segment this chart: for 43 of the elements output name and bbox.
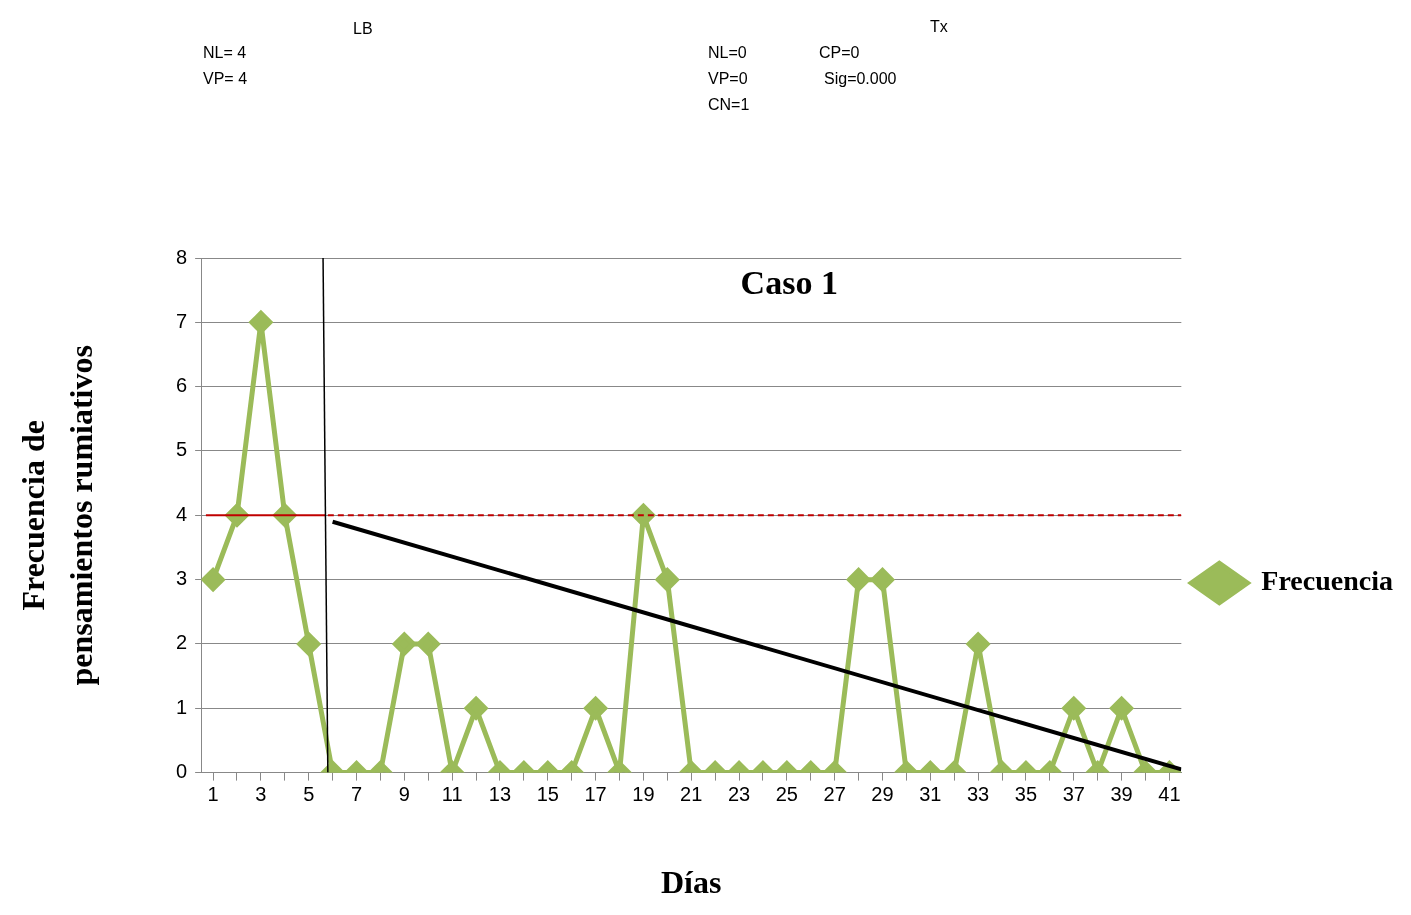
x-tick-label: 7 [350,783,363,806]
x-tick-label: 21 [680,783,703,806]
x-tick-label: 35 [1014,783,1038,806]
y-tick-label: 6 [176,374,188,397]
y-tick-label: 7 [176,309,188,332]
x-tick-label: 5 [303,783,315,806]
x-tick-label: 15 [536,783,559,806]
x-tick-label: 29 [871,783,894,806]
y-tick-label: 3 [176,567,188,590]
x-tick-label: 31 [919,783,942,806]
x-tick-label: 17 [584,783,607,806]
x-tick-label: 41 [1158,783,1181,806]
text: NL=0 [708,44,747,62]
x-tick-label: 37 [1062,783,1085,806]
x-axis-title: Días [661,864,722,901]
text: CN=1 [708,96,750,114]
x-tick-label: 33 [967,783,990,806]
y-tick-label: 2 [176,631,188,654]
text: Tx [930,18,948,36]
y-tick-label: 1 [176,695,188,718]
text: Sig=0.000 [824,70,897,88]
x-tick-label: 27 [823,783,846,806]
x-tick-label: 39 [1110,783,1133,806]
chart-title: Caso 1 [740,263,838,301]
x-tick-label: 23 [727,783,751,806]
x-tick-label: 25 [775,783,798,806]
legend-label: Frecuencia [1261,565,1394,597]
x-tick-label: 13 [488,783,512,806]
text: CP=0 [819,44,860,62]
x-tick-label: 9 [398,783,410,806]
x-tick-label: 1 [207,783,219,806]
text: VP= 4 [203,70,248,88]
y-tick-label: 8 [176,245,188,268]
x-tick-label: 11 [441,783,463,806]
text: LB [353,20,373,38]
x-tick-label: 3 [255,783,267,806]
y-axis-title: Frecuencia de pensamientos rumiativos [15,345,100,686]
x-tick-label: 19 [632,783,655,806]
y-tick-label: 5 [176,438,188,461]
y-tick-label: 0 [176,760,188,783]
text: VP=0 [708,70,748,88]
y-tick-label: 4 [176,502,188,525]
text: NL= 4 [203,44,247,62]
